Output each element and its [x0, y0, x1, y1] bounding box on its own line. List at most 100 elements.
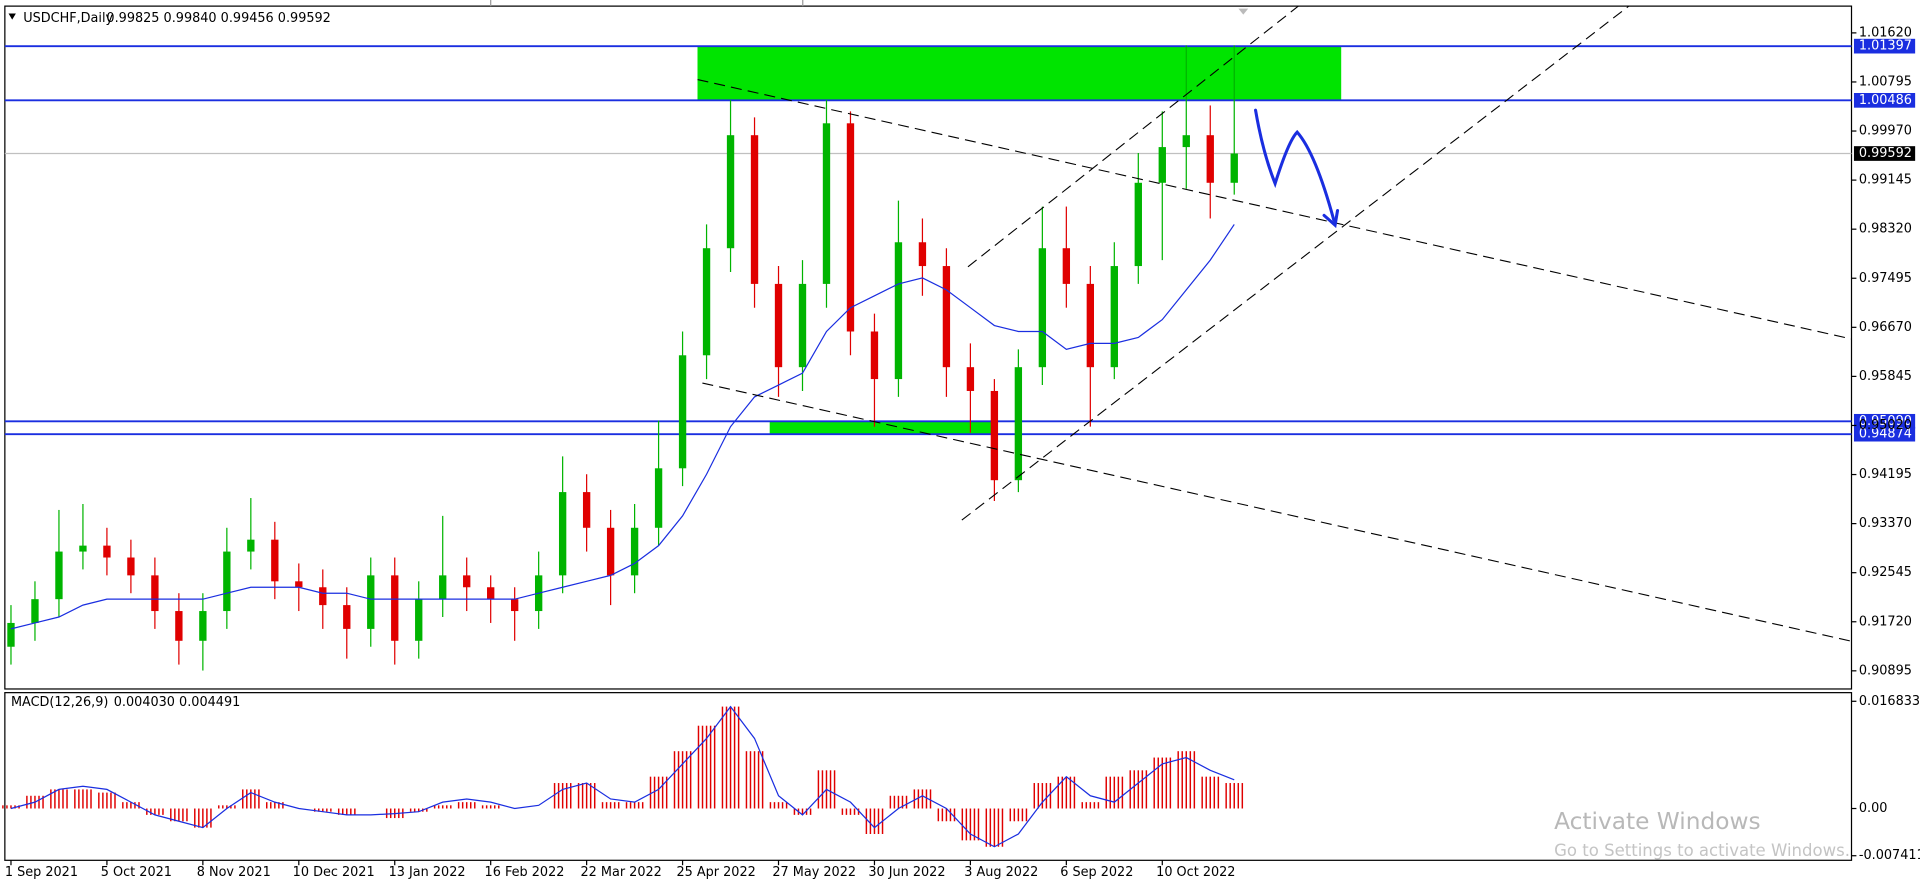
candle-body [894, 242, 903, 380]
candle-body [942, 266, 951, 368]
x-tick-label: 16 Feb 2022 [485, 865, 565, 880]
projection-arrow [1254, 108, 1340, 229]
level-tag [1853, 426, 1916, 442]
candle-body [702, 248, 711, 356]
y-tick-label: 0.97495 [1859, 271, 1912, 286]
level-label: 0.94874 [1859, 427, 1912, 442]
zone [769, 421, 995, 435]
indicator-readout: 0.004030 0.004491 [114, 695, 241, 710]
level-tag [1853, 38, 1916, 54]
y-tick-label: 0.99145 [1859, 173, 1912, 188]
candle-body [750, 135, 759, 284]
y-tick-label: 0.90895 [1859, 663, 1912, 678]
y-tick-label: 0.94195 [1859, 467, 1912, 482]
candle-body [295, 581, 303, 588]
candle-body [247, 539, 255, 552]
panel-collapse-icon [8, 13, 16, 20]
current-price-tag [1853, 146, 1916, 161]
y-tick-label: -0.007411 [1859, 848, 1920, 863]
candle-body [79, 545, 87, 552]
price-panel-frame [4, 5, 1853, 690]
candle-body [31, 599, 39, 623]
candle-body [1110, 266, 1118, 368]
candle-body [1134, 182, 1142, 267]
candle-body [127, 557, 135, 576]
candle-body [319, 587, 327, 606]
x-tick-label: 30 Jun 2022 [868, 865, 945, 880]
level-tag [1853, 413, 1916, 429]
y-tick-label: 0.98320 [1859, 222, 1912, 237]
level-label: 1.01397 [1859, 39, 1912, 54]
candle-body [582, 492, 591, 528]
candle-body [511, 599, 519, 612]
candle-body [918, 242, 927, 267]
y-tick-label: 0.91720 [1859, 614, 1912, 629]
candle-body [1014, 367, 1023, 481]
candle-body [1062, 248, 1071, 284]
current-price-label: 0.99592 [1859, 146, 1912, 161]
y-tick-label: 0.92545 [1859, 565, 1912, 580]
candle-body [630, 527, 639, 576]
candle-body [1158, 147, 1166, 183]
ohlc-readout: 0.99825 0.99840 0.99456 0.99592 [106, 11, 330, 26]
y-tick-label: 0.95845 [1859, 369, 1912, 384]
candle-body [606, 527, 615, 576]
candle-body [1086, 283, 1095, 368]
candle-body [223, 551, 231, 612]
y-tick-label: 0.00 [1859, 801, 1888, 816]
candle-body [798, 283, 807, 368]
candle-body [1206, 135, 1214, 183]
candle-body [822, 123, 831, 284]
candle-body [55, 551, 63, 600]
candle-body [1230, 153, 1238, 183]
trend-lines [697, 5, 1852, 642]
x-tick-label: 5 Oct 2021 [101, 865, 172, 880]
signal-line [10, 705, 1235, 848]
x-tick-label: 27 May 2022 [772, 865, 856, 880]
y-tick-label: 1.00795 [1859, 74, 1912, 89]
candle-body [103, 545, 111, 558]
y-tick-label: 1.01620 [1859, 25, 1912, 40]
candle-body [199, 611, 207, 641]
level-label: 1.00486 [1859, 93, 1912, 108]
candle-body [367, 575, 375, 629]
x-tick-label: 3 Aug 2022 [964, 865, 1038, 880]
arrow-path [1254, 108, 1336, 222]
candle-body [990, 390, 999, 481]
y-tick-label: 0.99970 [1859, 124, 1912, 139]
candle-body [151, 575, 159, 612]
candle-body [870, 331, 879, 380]
x-tick-label: 1 Sep 2021 [5, 865, 78, 880]
trend-line [702, 382, 1852, 642]
y-tick-label: 0.96670 [1859, 320, 1912, 335]
x-tick-label: 10 Dec 2021 [293, 865, 375, 880]
candle-body [678, 355, 687, 469]
x-tick-label: 22 Mar 2022 [581, 865, 662, 880]
x-tick-label: 13 Jan 2022 [389, 865, 466, 880]
y-tick-label: 0.016833 [1859, 694, 1920, 709]
y-tick-label: 0.95020 [1859, 418, 1912, 433]
candle-body [487, 587, 495, 600]
moving-average [10, 224, 1235, 630]
candle-body [654, 468, 663, 528]
candle-body [343, 605, 351, 629]
candle-body [558, 492, 567, 576]
candle-body [774, 283, 783, 368]
watermark-title: Activate Windows [1554, 808, 1760, 835]
x-tick-label: 6 Sep 2022 [1060, 865, 1133, 880]
candle-body [415, 599, 423, 641]
channel-line [961, 5, 1630, 521]
candle-body [175, 611, 183, 641]
candle-body [439, 575, 447, 600]
candle-body [846, 123, 855, 332]
level-label: 0.95090 [1859, 414, 1912, 429]
indicator-title: MACD(12,26,9) [11, 695, 108, 710]
x-tick-label: 25 Apr 2022 [676, 865, 755, 880]
candle-body [1182, 135, 1190, 148]
shift-marker [1238, 8, 1249, 15]
x-tick-label: 8 Nov 2021 [197, 865, 271, 880]
candle-body [966, 367, 975, 391]
trend-line [697, 79, 1852, 340]
